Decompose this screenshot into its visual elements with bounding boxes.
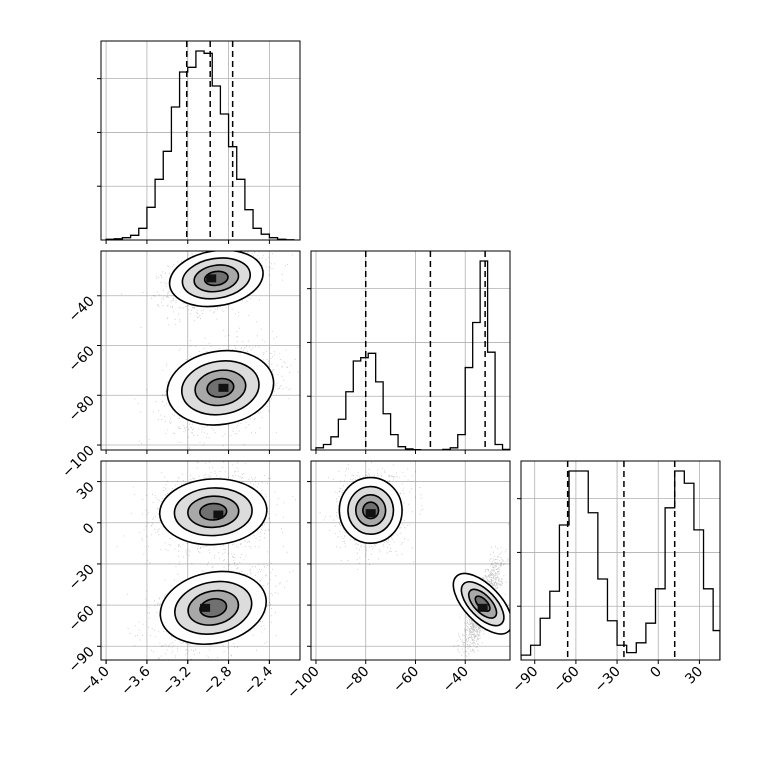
y-tick-label: −100 <box>59 443 98 482</box>
x-tick-label: −3.2 <box>159 664 194 699</box>
x-tick-label: −60 <box>390 664 422 696</box>
panel-frame <box>310 250 511 451</box>
scatter-0-1 <box>121 251 299 449</box>
histogram-0 <box>105 41 295 240</box>
panel-frame <box>520 460 721 661</box>
density-peak <box>218 383 229 392</box>
histogram-step <box>315 260 510 450</box>
y-tick-label: −60 <box>66 343 98 375</box>
x-tick-label: −100 <box>284 664 323 703</box>
density-peak <box>206 274 217 283</box>
y-tick-label: −60 <box>66 603 98 635</box>
scatter-1-2 <box>319 461 510 660</box>
y-tick-label: 30 <box>74 479 98 503</box>
x-tick-label: −2.8 <box>200 664 235 699</box>
x-tick-label: −80 <box>340 664 372 696</box>
histogram-step <box>521 470 720 660</box>
x-tick-label: −60 <box>551 664 583 696</box>
x-tick-label: −2.4 <box>241 663 276 698</box>
x-tick-label: −40 <box>440 664 472 696</box>
x-tick-label: −30 <box>592 664 624 696</box>
y-tick-label: −40 <box>66 293 98 325</box>
density-peak <box>477 603 488 612</box>
x-tick-label: −90 <box>509 664 541 696</box>
panel-frame <box>100 40 301 241</box>
histogram-1 <box>315 251 510 450</box>
histogram-2 <box>521 461 720 660</box>
panel-frame <box>100 460 301 661</box>
density-peak <box>200 603 211 612</box>
panel-frame <box>310 460 511 661</box>
panel-frame <box>100 250 301 451</box>
panel-2-2 <box>517 461 720 660</box>
y-tick-label: −80 <box>66 393 98 425</box>
x-tick-label: 0 <box>647 664 665 682</box>
x-tick-label: −3.6 <box>118 663 153 698</box>
histogram-step <box>105 50 295 240</box>
y-tick-label: −30 <box>66 561 98 593</box>
density-peak <box>213 510 224 519</box>
panel-0-0 <box>97 41 300 240</box>
density-peak <box>365 509 376 518</box>
x-tick-label: 30 <box>682 664 706 688</box>
y-tick-label: 0 <box>80 520 98 538</box>
scatter-0-2 <box>116 461 296 660</box>
